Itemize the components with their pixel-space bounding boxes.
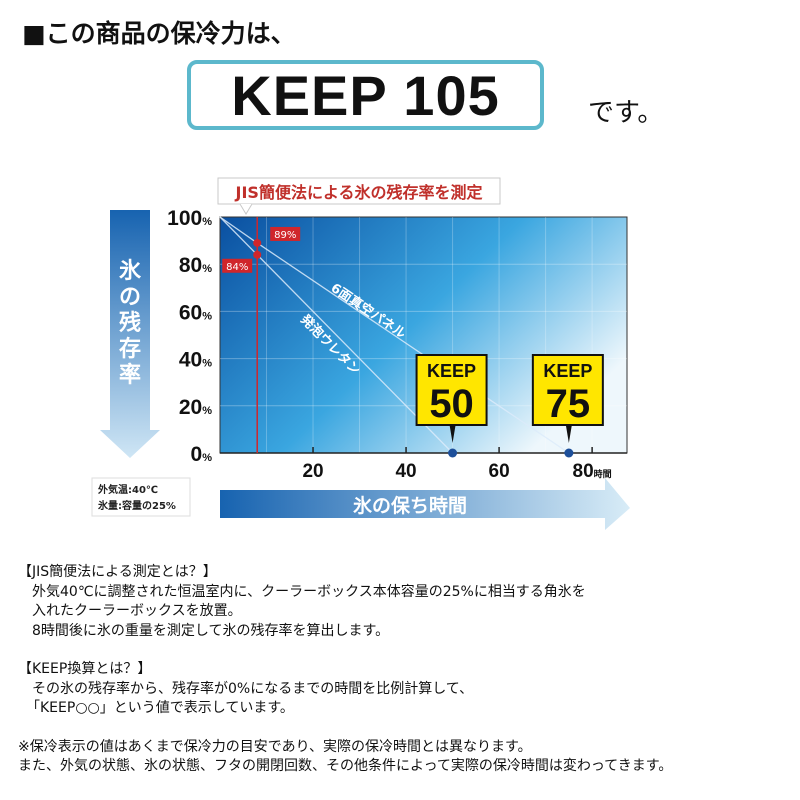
ice-retention-chart: 0% 20% 40% 60% 80% 100% 20 40 60 80時間 JIS簡便法による氷の残… bbox=[91, 177, 630, 530]
y-tick-label: 0% bbox=[191, 443, 213, 466]
chart-title-box bbox=[217, 177, 501, 205]
conditions-box bbox=[91, 477, 191, 517]
keep-badge-label: KEEP bbox=[427, 361, 476, 381]
x-tick-label: 80時間 bbox=[573, 461, 612, 482]
x-axis-arrow bbox=[220, 478, 630, 530]
y-axis-arrow bbox=[100, 210, 160, 458]
keep-badge-value: 75 bbox=[546, 382, 591, 426]
disclaimer-line: ※保冷表示の値はあくまで保冷力の目安であり、実際の保冷時間とは異なります。 bbox=[18, 738, 532, 755]
y-tick-label: 40% bbox=[179, 349, 212, 372]
y-tick-label: 60% bbox=[179, 301, 212, 324]
heading: ■この商品の保冷力は、 bbox=[22, 19, 296, 48]
endpoint-marker bbox=[448, 448, 458, 458]
measurement-point bbox=[253, 250, 262, 259]
notes-section: 【JIS簡便法による測定とは？】 外気40℃に調整された恒温室内に、クーラーボッ… bbox=[18, 563, 672, 777]
keep-badge bbox=[415, 354, 488, 426]
chart-title-pointer bbox=[239, 203, 253, 215]
y-tick-label: 100% bbox=[167, 207, 212, 230]
keep-badge-label: KEEP bbox=[543, 361, 592, 381]
chart-title: JIS簡便法による氷の残存率を測定 bbox=[235, 183, 483, 202]
x-axis-label: 氷の保ち時間 bbox=[353, 494, 467, 517]
keep-badge bbox=[531, 354, 604, 426]
endpoint-marker bbox=[564, 448, 574, 458]
keep-badge-value: 50 bbox=[429, 382, 474, 426]
condition-text: 外気温:40℃ bbox=[97, 483, 158, 496]
value-label: 89% bbox=[274, 230, 296, 241]
jis-line: 入れたクーラーボックスを放置。 bbox=[32, 603, 242, 619]
value-label-box bbox=[222, 258, 253, 273]
condition-text: 氷量:容量の25% bbox=[97, 499, 176, 512]
keep-line: その氷の残存率から、残存率が0%になるまでの時間を比例計算して、 bbox=[32, 680, 474, 697]
y-tick-label: 80% bbox=[179, 254, 212, 277]
disclaimer-line: また、外気の状態、氷の状態、フタの開閉回数、その他条件によって実際の保冷時間は変… bbox=[18, 758, 673, 774]
y-axis-label-char: 率 bbox=[119, 362, 141, 388]
jis-line: 外気40℃に調整された恒温室内に、クーラーボックス本体容量の25%に相当する角氷… bbox=[32, 583, 586, 600]
y-tick-label: 20% bbox=[179, 396, 212, 419]
keep-line: 「KEEP○○」という値で表示しています。 bbox=[26, 700, 294, 716]
y-axis-label-char: の bbox=[119, 285, 141, 310]
y-axis-label-char: 存 bbox=[119, 336, 141, 362]
badge-pointer bbox=[565, 425, 572, 443]
y-axis-label-char: 氷 bbox=[119, 259, 142, 284]
badge-pointer bbox=[449, 425, 456, 443]
jis-line: 8時間後に氷の重量を測定して氷の残存率を算出します。 bbox=[32, 622, 390, 639]
heading-suffix: です。 bbox=[588, 98, 664, 128]
x-tick-label: 60 bbox=[489, 461, 510, 482]
measurement-point bbox=[253, 238, 262, 247]
x-tick-label: 20 bbox=[302, 461, 323, 482]
keep-rating-box: KEEP 105 bbox=[187, 60, 544, 130]
jis-title: 【JIS簡便法による測定とは？】 bbox=[18, 564, 217, 580]
value-label-box bbox=[270, 226, 301, 241]
y-axis-label-char: 残 bbox=[119, 310, 141, 336]
value-label: 84% bbox=[226, 262, 248, 273]
x-tick-label: 40 bbox=[395, 461, 416, 482]
keep-rating-value: KEEP 105 bbox=[231, 63, 500, 127]
keep-title: 【KEEP換算とは？】 bbox=[18, 661, 152, 677]
